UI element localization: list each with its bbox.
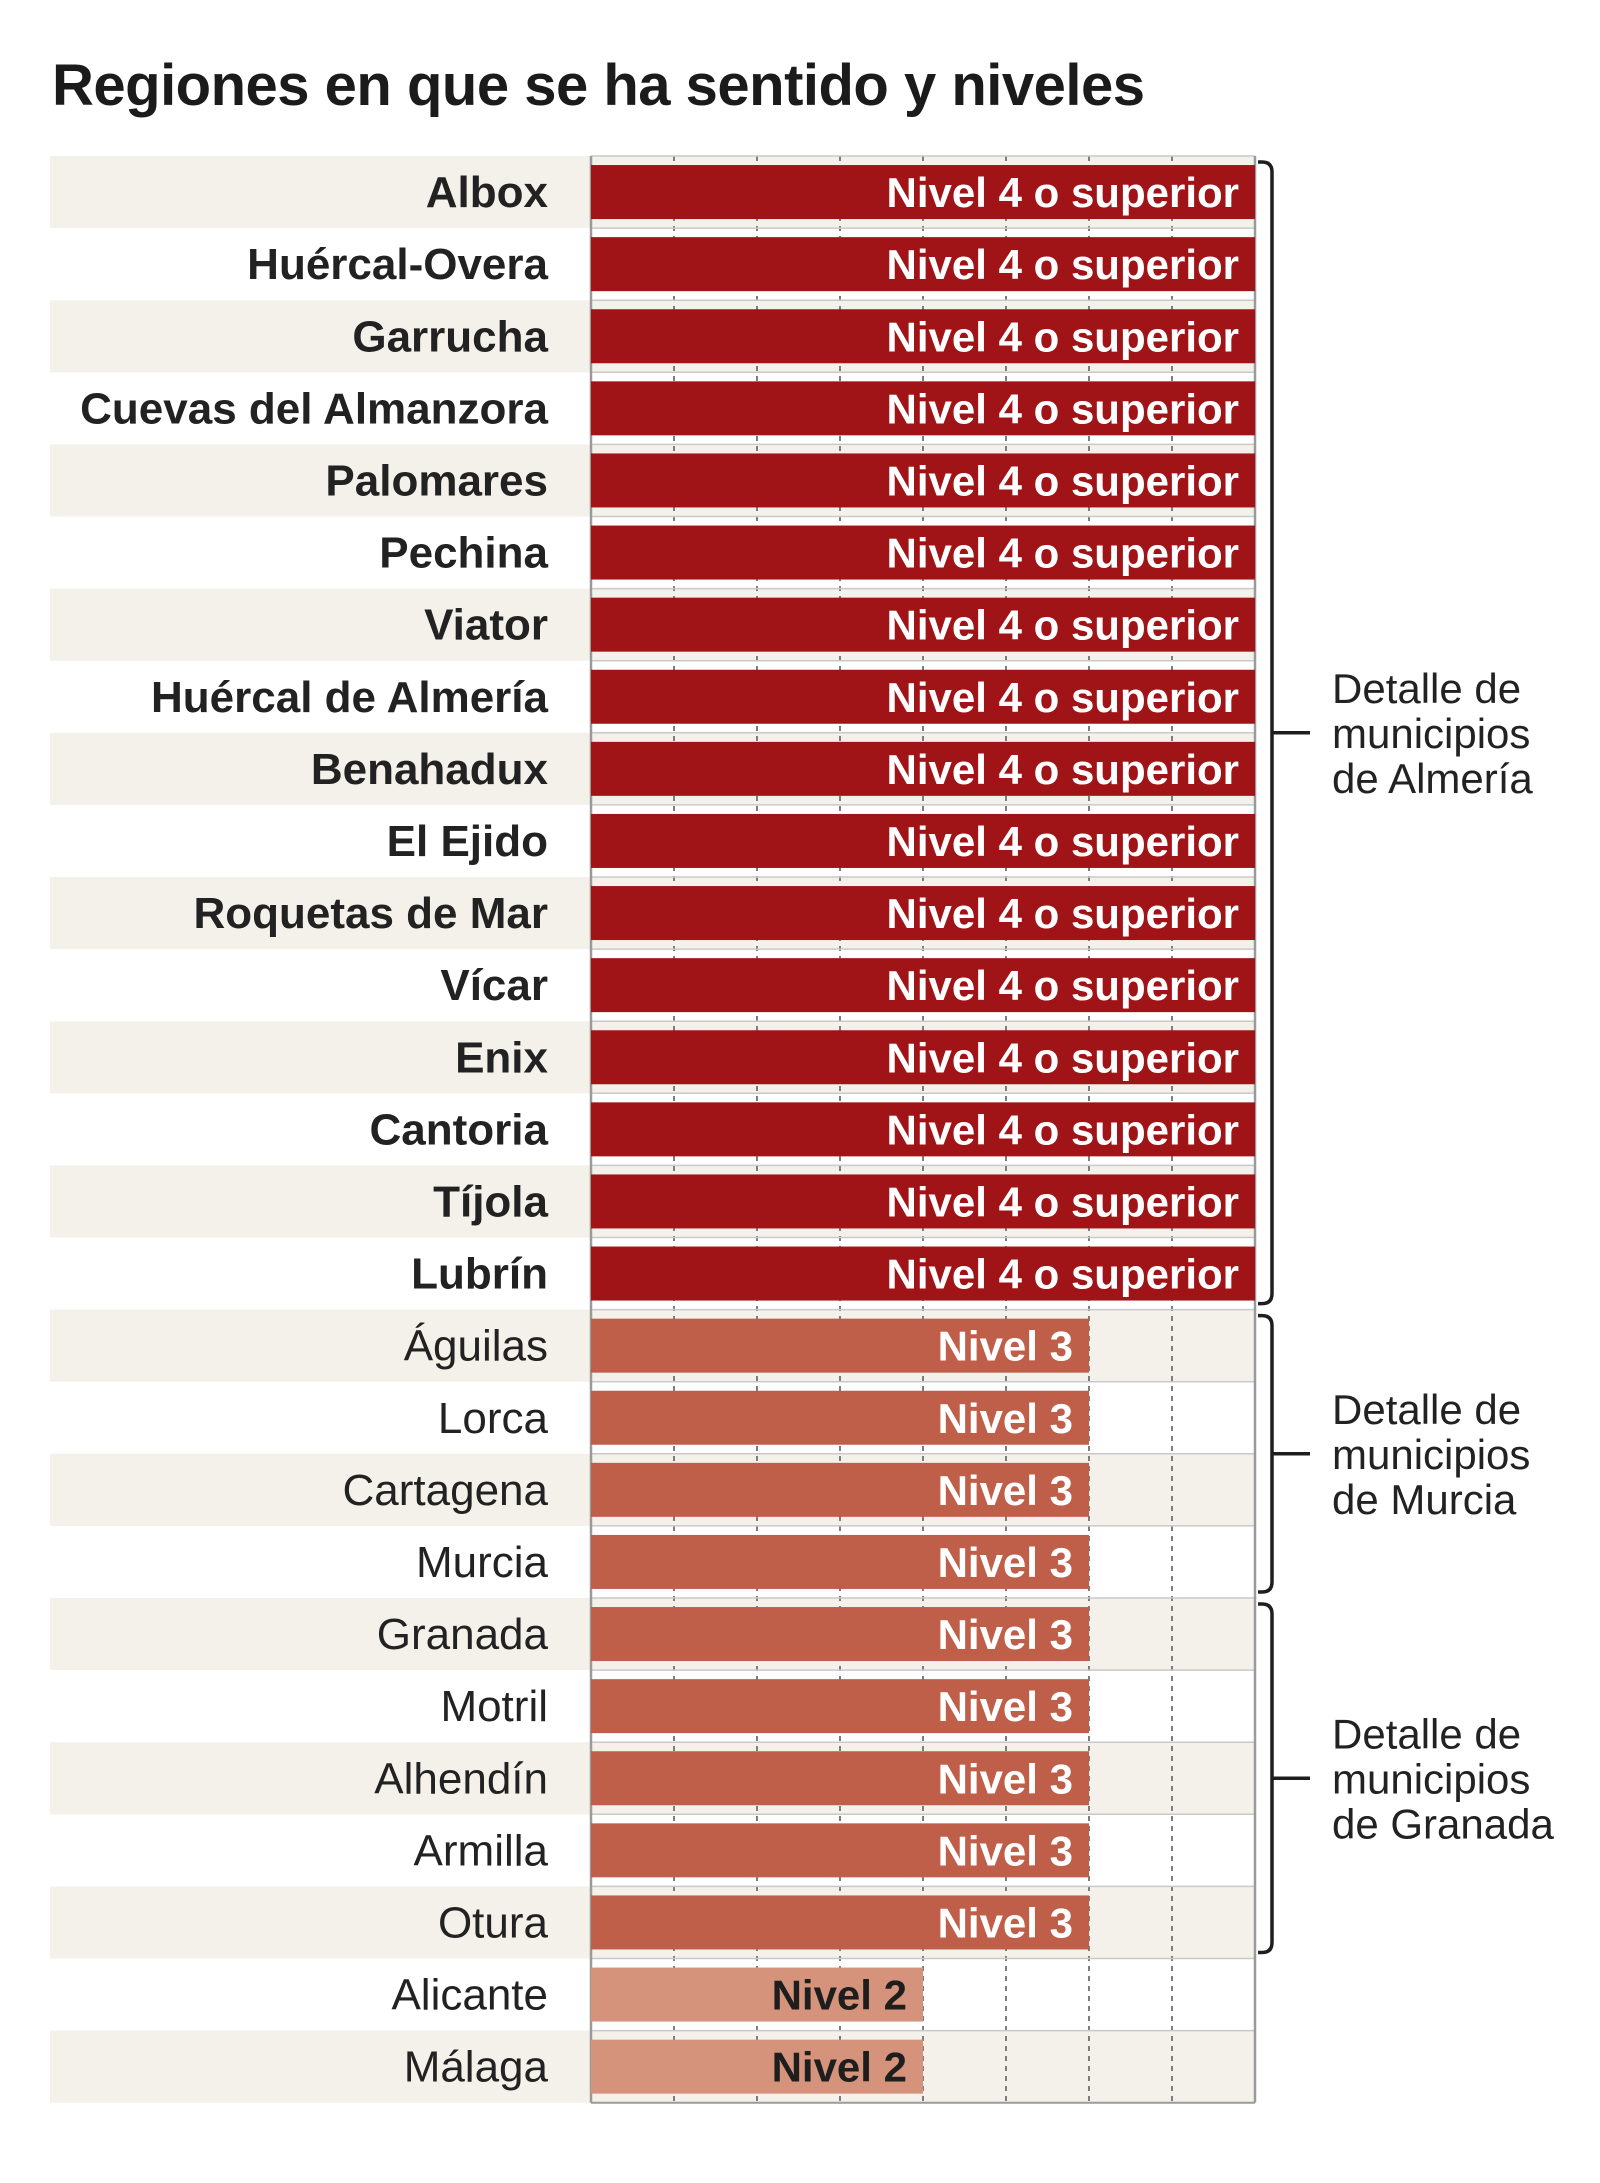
bar (591, 309, 1255, 364)
bar (591, 1390, 1089, 1445)
bar-label: Nivel 4 o superior (887, 385, 1239, 432)
category-label: Murcia (416, 1538, 549, 1587)
bar (591, 741, 1255, 796)
bar-label: Nivel 3 (938, 1467, 1073, 1514)
bar (591, 958, 1255, 1013)
category-label: Alhendín (374, 1754, 548, 1803)
bar-label: Nivel 4 o superior (887, 457, 1239, 504)
category-label: El Ejido (387, 817, 548, 866)
bar (591, 886, 1255, 941)
category-label: Lorca (438, 1394, 549, 1443)
group-label-line: Detalle de (1332, 1386, 1521, 1433)
category-label: Vícar (440, 961, 548, 1010)
bar (591, 1102, 1255, 1157)
category-label: Roquetas de Mar (193, 889, 548, 938)
bar (591, 453, 1255, 508)
bar (591, 1967, 923, 2022)
category-label: Granada (377, 1610, 549, 1659)
bar (591, 525, 1255, 580)
bar-label: Nivel 3 (938, 1395, 1073, 1442)
category-label: Tíjola (433, 1177, 548, 1226)
bar-label: Nivel 4 o superior (887, 1034, 1239, 1081)
category-label: Águilas (404, 1322, 548, 1371)
group-label-line: Detalle de (1332, 665, 1521, 712)
bar-label: Nivel 2 (772, 2044, 907, 2091)
category-label: Garrucha (352, 312, 548, 361)
bar (591, 1607, 1089, 1662)
bar-label: Nivel 3 (938, 1323, 1073, 1370)
bar (591, 1246, 1255, 1301)
bar-label: Nivel 4 o superior (887, 530, 1239, 577)
bar (591, 237, 1255, 292)
bar-label: Nivel 4 o superior (887, 241, 1239, 288)
bar-label: Nivel 4 o superior (887, 1178, 1239, 1225)
category-label: Albox (426, 168, 549, 217)
bar (591, 1462, 1089, 1517)
group-bracket (1258, 1313, 1274, 1594)
bar-label: Nivel 4 o superior (887, 890, 1239, 937)
bar (591, 1534, 1089, 1589)
category-label: Cartagena (343, 1466, 549, 1515)
category-label: Cuevas del Almanzora (80, 384, 548, 433)
bar-label: Nivel 3 (938, 1539, 1073, 1586)
category-label: Huércal de Almería (151, 673, 549, 722)
bar-label: Nivel 4 o superior (887, 818, 1239, 865)
bar (591, 381, 1255, 436)
category-label: Alicante (391, 1971, 548, 2020)
group-label-line: de Murcia (1332, 1476, 1517, 1523)
category-label: Málaga (404, 2043, 549, 2092)
category-label: Otura (438, 1898, 549, 1947)
category-label: Pechina (379, 529, 548, 578)
category-label: Huércal-Overa (247, 240, 548, 289)
group-label-line: municipios (1332, 1755, 1530, 1802)
chart-title: Regiones en que se ha sentido y niveles (52, 53, 1145, 118)
group-label-line: de Granada (1332, 1800, 1554, 1847)
group-label-line: municipios (1332, 1431, 1530, 1478)
bar-label: Nivel 4 o superior (887, 169, 1239, 216)
bar-label: Nivel 4 o superior (887, 962, 1239, 1009)
category-label: Motril (440, 1682, 548, 1731)
bar (591, 2039, 923, 2094)
bar-label: Nivel 3 (938, 1755, 1073, 1802)
category-label: Palomares (325, 456, 548, 505)
category-label: Lubrín (411, 1250, 548, 1299)
bar (591, 1030, 1255, 1085)
bar-label: Nivel 4 o superior (887, 313, 1239, 360)
bar-label: Nivel 4 o superior (887, 674, 1239, 721)
bar (591, 1679, 1089, 1734)
bar (591, 1751, 1089, 1806)
group-bracket (1258, 160, 1274, 1306)
bar (591, 1823, 1089, 1878)
bar-label: Nivel 4 o superior (887, 602, 1239, 649)
bar (591, 1318, 1089, 1373)
category-label: Viator (424, 601, 548, 650)
bar (591, 1895, 1089, 1950)
group-label-line: Detalle de (1332, 1710, 1521, 1757)
group-label-line: de Almería (1332, 755, 1533, 802)
bar (591, 597, 1255, 652)
category-label: Cantoria (370, 1105, 549, 1154)
group-label-line: municipios (1332, 710, 1530, 757)
bar-label: Nivel 4 o superior (887, 746, 1239, 793)
category-label: Enix (455, 1033, 548, 1082)
category-label: Armilla (414, 1826, 549, 1875)
bar-label: Nivel 3 (938, 1683, 1073, 1730)
bar-label: Nivel 2 (772, 1972, 907, 2019)
bar (591, 813, 1255, 868)
bar (591, 669, 1255, 724)
bar (591, 1174, 1255, 1229)
bar-label: Nivel 3 (938, 1899, 1073, 1946)
bar-label: Nivel 3 (938, 1827, 1073, 1874)
bar-label: Nivel 4 o superior (887, 1106, 1239, 1153)
bar (591, 165, 1255, 220)
category-label: Benahadux (311, 745, 549, 794)
group-bracket (1258, 1602, 1274, 1955)
bar-label: Nivel 4 o superior (887, 1251, 1239, 1298)
bar-label: Nivel 3 (938, 1611, 1073, 1658)
